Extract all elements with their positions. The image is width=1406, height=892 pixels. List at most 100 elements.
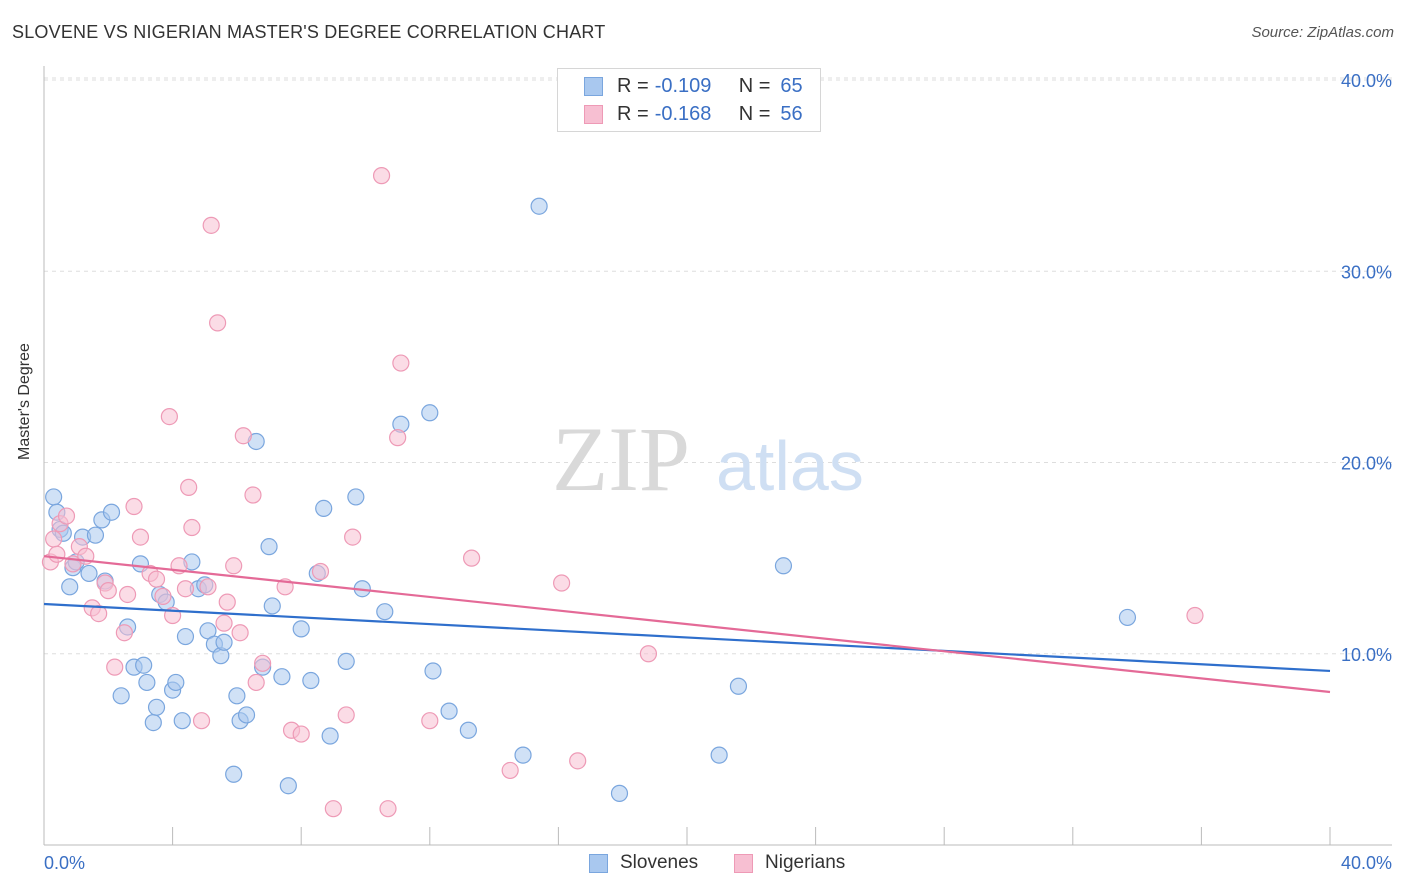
y-axis-label: Master's Degree (16, 343, 33, 460)
nigerian-point (553, 574, 571, 592)
axes (43, 66, 1392, 846)
legend-r-value: -0.109 (654, 74, 712, 97)
legend-r-value: -0.168 (654, 102, 712, 125)
watermark-zip: ZIP (552, 408, 690, 510)
slovene-point (86, 526, 105, 544)
slovene-point (710, 746, 728, 764)
slovenes-legend-label: Slovenes (620, 852, 699, 873)
slovene-point (459, 721, 477, 739)
tick-labels: 10.0% 20.0% 30.0% 40.0% 0.0% 40.0% (44, 71, 1392, 873)
slovenes-legend-swatch (589, 853, 608, 873)
slovenes-swatch (584, 76, 603, 96)
nigerian-point (202, 216, 220, 234)
nigerian-point (324, 800, 342, 818)
slovene-point (321, 727, 339, 745)
nigerian-point (183, 518, 201, 537)
nigerian-point (199, 578, 217, 596)
slovene-point (424, 662, 442, 680)
slovene-point (337, 652, 355, 671)
nigerian-point (176, 580, 195, 598)
series-legend: Slovenes Nigerians (0, 852, 1406, 876)
slovene-point (45, 488, 63, 506)
slovene-point (292, 620, 310, 638)
nigerian-point (115, 624, 133, 642)
slovene-point (774, 557, 793, 575)
nigerian-point (392, 354, 410, 372)
nigerian-point (90, 604, 108, 623)
nigerian-point (254, 654, 272, 672)
x-tick-label: 40.0% (1341, 853, 1392, 873)
nigerian-point (311, 562, 330, 581)
legend-r-label: R = (617, 102, 649, 125)
nigerian-point (180, 478, 198, 496)
nigerian-point (215, 614, 233, 632)
slovene-point (1118, 608, 1137, 627)
nigerian-point (344, 528, 362, 546)
nigerian-point (106, 658, 124, 676)
legend-row-slovenes: R = -0.109 N = 65 (584, 74, 803, 98)
slovene-point (144, 713, 162, 732)
grid-lines (44, 77, 1392, 655)
nigerian-point (218, 593, 236, 611)
slovene-point (440, 702, 458, 720)
nigerian-point (147, 570, 166, 588)
slovene-point (376, 603, 394, 621)
nigerian-point (48, 545, 66, 563)
nigerian-point (639, 645, 658, 663)
slovene-point (260, 538, 278, 556)
slovene-point (237, 706, 256, 724)
slovene-point (315, 499, 333, 517)
nigerian-point (131, 528, 150, 546)
nigerian-point (209, 314, 227, 332)
nigerian-point (379, 800, 397, 818)
nigerian-point (337, 706, 355, 724)
nigerian-point (372, 167, 391, 185)
nigerian-point (125, 497, 143, 516)
nigerian-point (389, 429, 407, 447)
legend-item-nigerians[interactable]: Nigerians (734, 852, 845, 874)
chart-title: SLOVENE VS NIGERIAN MASTER'S DEGREE CORR… (12, 22, 606, 42)
slovene-point (514, 746, 532, 764)
nigerian-point (247, 673, 265, 692)
slovene-point (61, 578, 79, 596)
legend-n-label: N = (738, 74, 771, 97)
watermark: ZIP atlas (552, 408, 864, 510)
slovene-point (176, 627, 195, 646)
trend-lines (43, 555, 1331, 694)
slovene-point (112, 687, 130, 705)
slovenes-trend-line (43, 602, 1331, 673)
nigerians-trend-line (43, 555, 1331, 694)
slovene-point (147, 698, 166, 716)
slovene-point (273, 668, 291, 686)
legend-item-slovenes[interactable]: Slovenes (589, 852, 698, 874)
nigerians-legend-swatch (734, 853, 753, 873)
slovene-point (610, 784, 629, 802)
slovene-point (138, 673, 156, 692)
slovene-point (228, 687, 246, 705)
nigerian-point (45, 530, 63, 548)
slovene-point (167, 673, 185, 692)
slovene-point (135, 656, 153, 674)
slovene-point (729, 677, 748, 695)
nigerian-point (1186, 606, 1204, 625)
nigerian-point (292, 725, 310, 743)
nigerian-point (501, 761, 519, 780)
slovene-point (102, 503, 121, 521)
nigerian-point (225, 557, 243, 575)
legend-r-label: R = (617, 74, 649, 97)
slovene-point (225, 765, 243, 783)
legend-row-nigerians: R = -0.168 N = 56 (584, 102, 803, 126)
legend-n-label: N = (738, 102, 771, 125)
x-tick-label: 0.0% (44, 853, 85, 873)
nigerian-point (569, 752, 587, 770)
nigerians-swatch (584, 104, 603, 124)
slovene-point (173, 712, 191, 730)
slovene-point (263, 597, 281, 615)
nigerian-point (160, 408, 178, 426)
slovene-point (302, 671, 320, 690)
y-tick-label: 40.0% (1341, 71, 1392, 91)
legend-n-value: 65 (780, 74, 803, 97)
nigerian-point (234, 427, 252, 445)
slovene-point (80, 564, 98, 583)
legend-n-value: 56 (780, 102, 803, 125)
